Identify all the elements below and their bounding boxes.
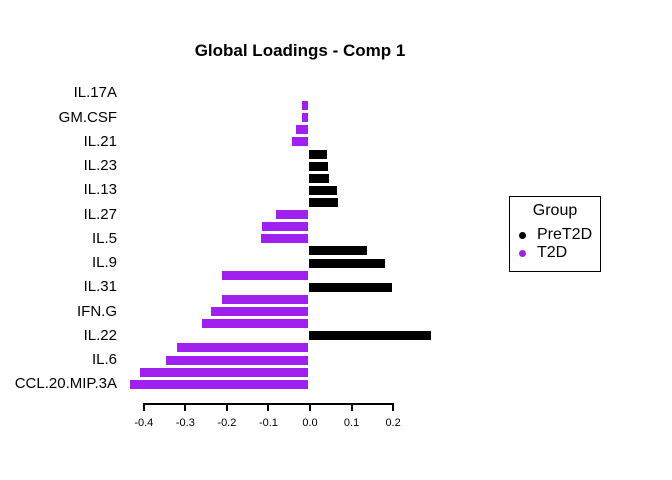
- loading-bar: [296, 125, 308, 135]
- loading-bar: [221, 294, 308, 304]
- legend-entry-t2d: T2D: [519, 244, 567, 262]
- loading-bar: [309, 331, 431, 341]
- category-label: IL.6: [91, 351, 117, 369]
- category-label: IL.23: [83, 157, 117, 175]
- legend-entry-pret2d: PreT2D: [519, 226, 592, 244]
- loading-bar: [140, 367, 308, 377]
- category-label: GM.CSF: [58, 108, 117, 126]
- category-label: IL.9: [91, 254, 117, 272]
- category-label: IL.22: [83, 326, 117, 344]
- legend-label-t2d: T2D: [537, 244, 568, 261]
- pret2d-dot-icon: [519, 231, 526, 239]
- x-axis-tick: [267, 402, 270, 411]
- category-label: IL.13: [83, 181, 117, 199]
- x-axis-tick-label: 0.1: [343, 417, 360, 429]
- loading-bar: [165, 355, 308, 365]
- loading-bar: [210, 307, 308, 317]
- loading-bar: [309, 197, 339, 207]
- legend-box: Group PreT2D T2D: [509, 196, 601, 272]
- x-axis-tick-label: 0.2: [385, 417, 401, 429]
- loading-bar: [276, 210, 308, 220]
- loading-bar: [302, 101, 308, 111]
- x-axis-tick: [225, 402, 228, 411]
- loading-bar: [309, 258, 386, 268]
- category-label: IL.27: [83, 205, 117, 223]
- loading-bar: [261, 234, 308, 244]
- category-label: IL.31: [83, 278, 117, 296]
- loading-bar: [302, 113, 308, 123]
- t2d-dot-icon: [519, 249, 526, 257]
- category-label: IFN.G: [77, 302, 117, 320]
- x-axis-tick-label: -0.4: [134, 417, 154, 429]
- category-label: IL.5: [91, 229, 117, 247]
- loading-bar: [291, 137, 308, 147]
- x-axis-tick: [350, 402, 353, 411]
- legend-title: Group: [532, 202, 578, 219]
- x-axis-tick-label: 0.0: [302, 417, 318, 429]
- loading-bar: [176, 343, 308, 353]
- category-label: IL.21: [83, 132, 117, 150]
- x-axis-tick: [392, 402, 395, 411]
- loading-bar: [309, 282, 392, 292]
- x-axis-tick: [309, 402, 311, 411]
- loading-bar: [221, 270, 308, 280]
- loading-bar: [309, 246, 367, 256]
- category-label: IL.17A: [73, 84, 117, 102]
- category-label: CCL.20.MIP.3A: [14, 375, 117, 393]
- loading-bar: [309, 161, 329, 171]
- loading-bar: [309, 173, 329, 183]
- x-axis-tick: [184, 402, 187, 411]
- x-axis-tick: [142, 402, 145, 411]
- legend-label-pret2d: PreT2D: [537, 226, 593, 243]
- chart-title: Global Loadings - Comp 1: [194, 41, 406, 60]
- x-axis-tick-label: -0.1: [258, 417, 278, 429]
- x-axis-tick-label: -0.2: [217, 417, 237, 429]
- loading-bar: [309, 185, 337, 195]
- loading-bar: [261, 222, 308, 232]
- loading-bar: [309, 149, 327, 159]
- loading-bar: [201, 319, 308, 329]
- x-axis-tick-label: -0.3: [175, 417, 195, 429]
- loading-bar: [130, 379, 308, 389]
